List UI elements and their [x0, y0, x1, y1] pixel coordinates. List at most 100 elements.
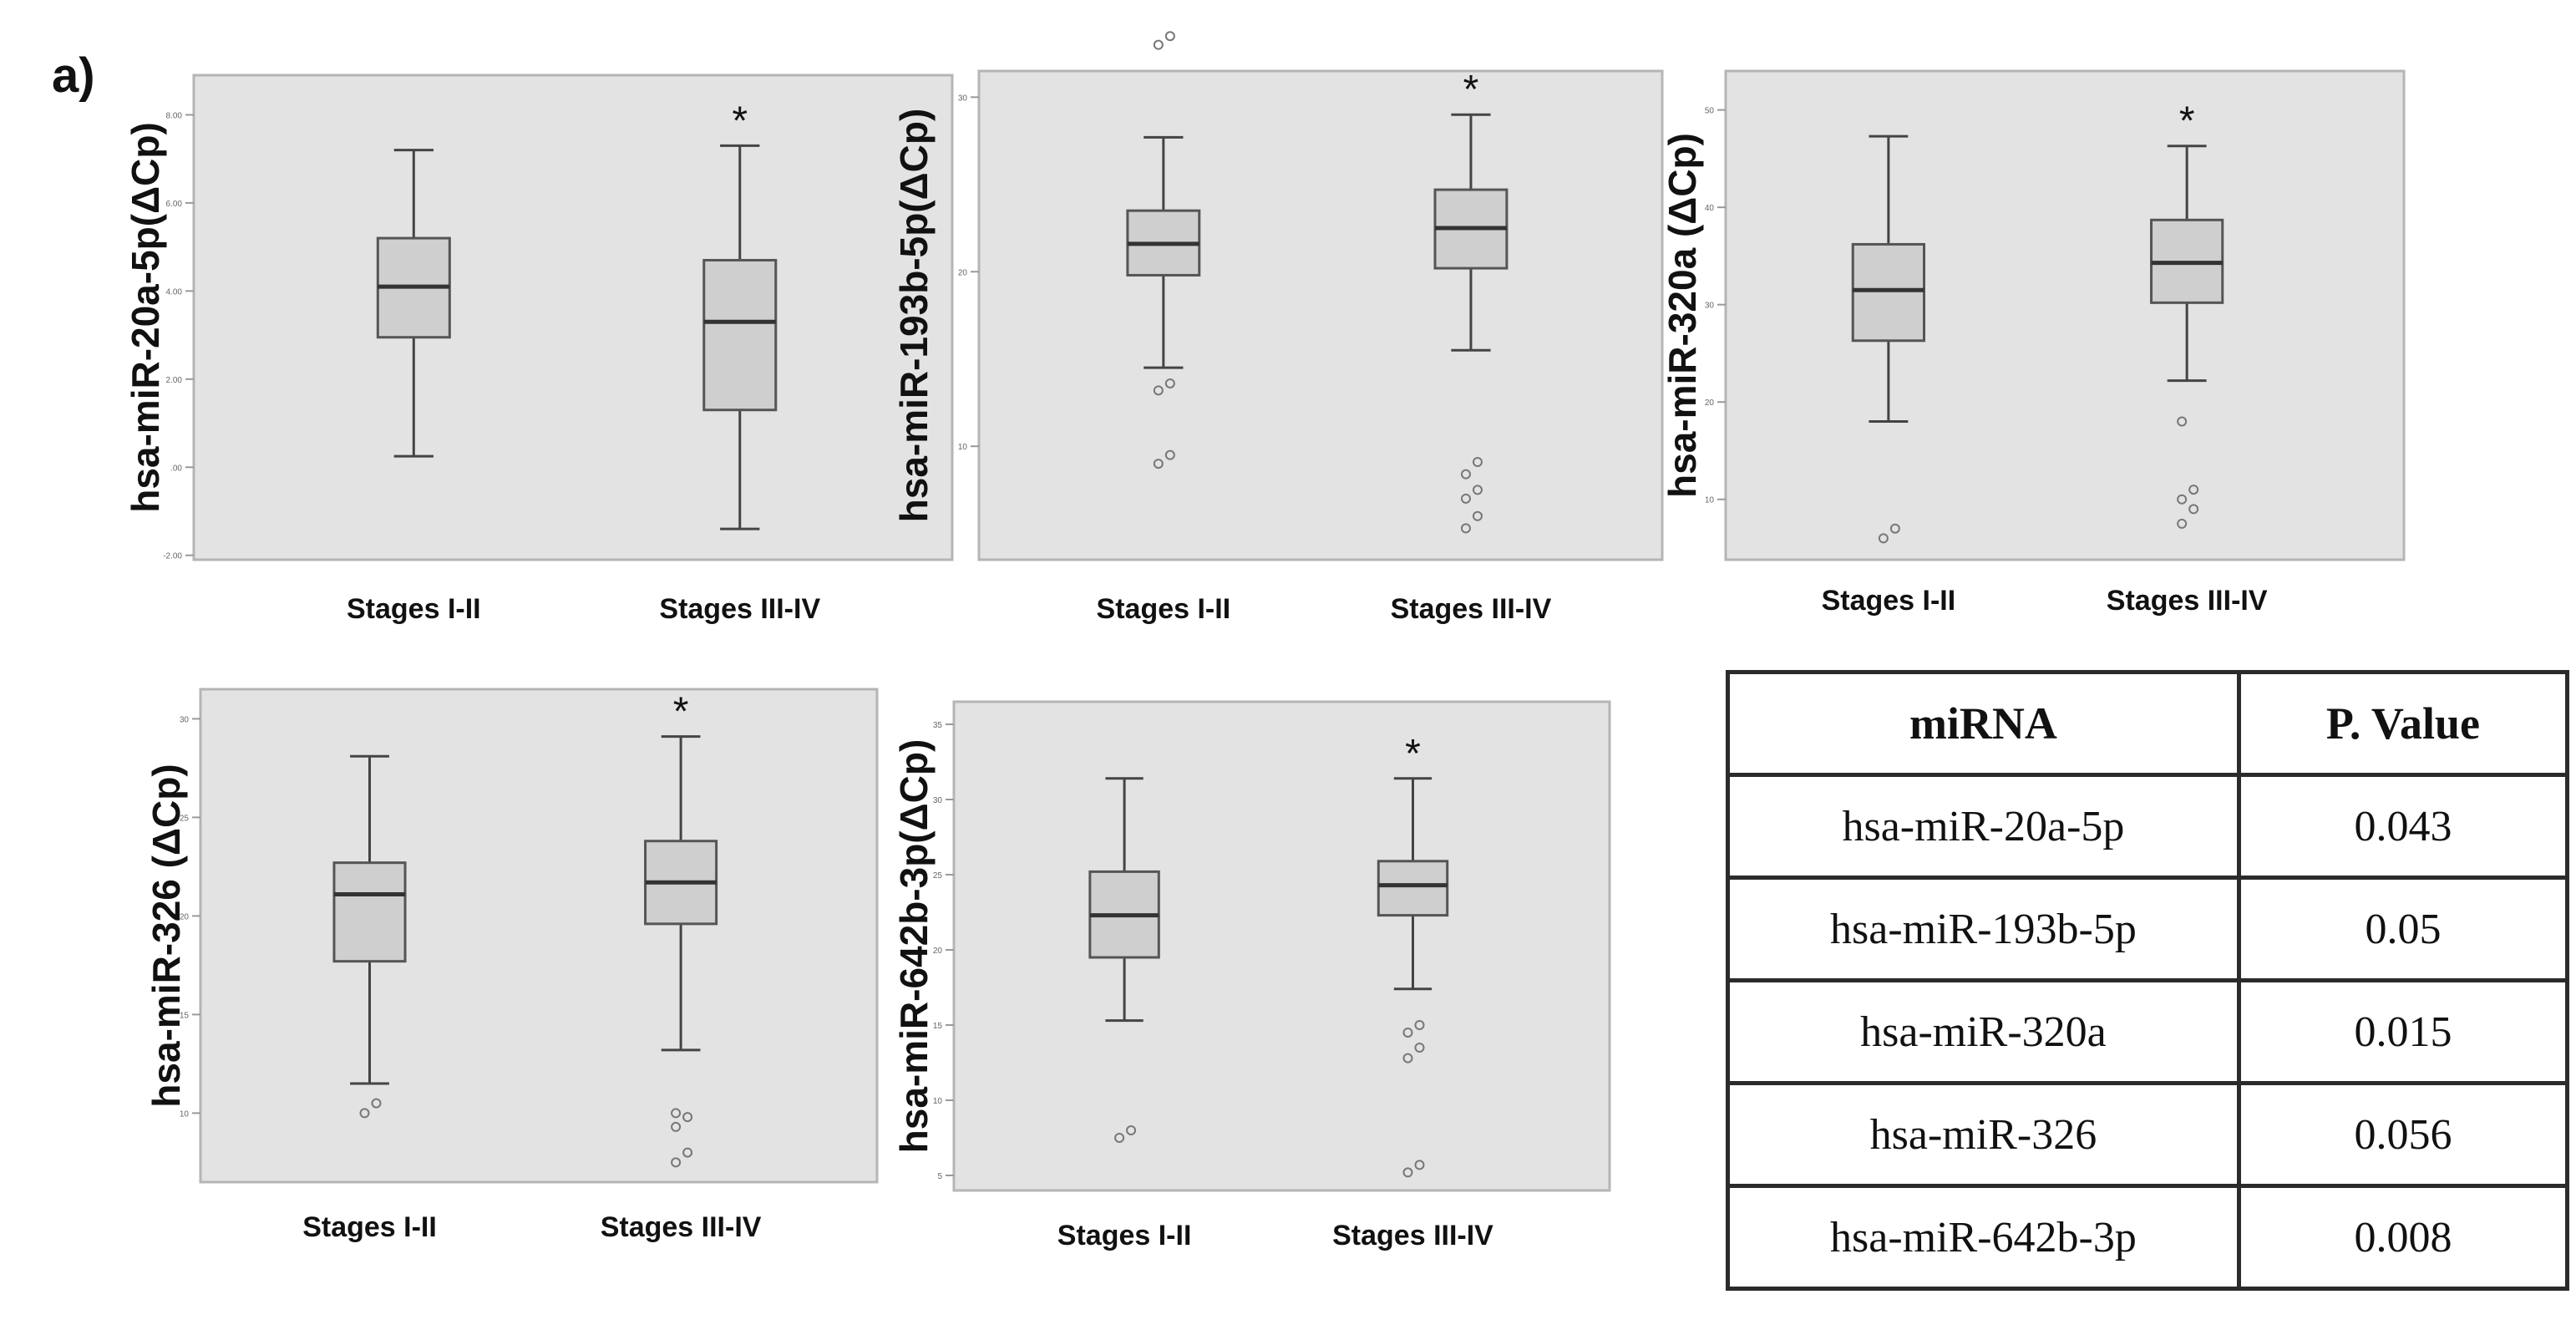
y-tick-label: -2.00: [163, 552, 182, 561]
boxplot-panel: 10 20 30 hsa-miR-193b-5p(ΔCp) Stages I-II Sta…: [892, 31, 1664, 625]
y-tick-label: 15: [933, 1022, 943, 1031]
cell-mirna: hsa-miR-193b-5p: [1726, 876, 2241, 982]
category-label: Stages III-IV: [601, 1211, 762, 1243]
category-label: Stages I-II: [347, 593, 481, 625]
y-axis-label: hsa-miR-193b-5p(ΔCp): [892, 109, 936, 523]
y-tick-label: 20: [933, 947, 943, 956]
table-row: hsa-miR-20a-5p 0.043: [1726, 773, 2570, 880]
outlier-point: [2188, 485, 2199, 495]
y-tick-label: 40: [1705, 204, 1715, 213]
y-axis-label: hsa-miR-20a-5p(ΔCp): [124, 122, 167, 513]
category-label: Stages I-II: [1822, 585, 1956, 617]
boxplot-panel: 10 15 20 25 30 hsa-miR-326 (ΔCp) Stages I-II St…: [145, 688, 879, 1243]
cell-mirna: hsa-miR-20a-5p: [1726, 773, 2241, 880]
outlier-point: [1878, 533, 1889, 544]
category-label: Stages III-IV: [2107, 585, 2268, 617]
outlier-point: [1164, 449, 1175, 460]
outlier-point: [671, 1121, 682, 1132]
outlier-point: [682, 1112, 693, 1123]
y-tick-label: 20: [1705, 398, 1715, 408]
outlier-point: [1126, 1125, 1137, 1135]
plot-background: [1724, 69, 2406, 561]
y-tick-label: 25: [933, 871, 943, 881]
outlier-point: [371, 1098, 382, 1109]
box-iqr: [1851, 242, 1926, 343]
table-row: hsa-miR-193b-5p 0.05: [1726, 876, 2570, 982]
outlier-point: [1402, 1053, 1413, 1063]
outlier-point: [1402, 1028, 1413, 1038]
y-axis-label: hsa-miR-326 (ΔCp): [145, 764, 188, 1107]
cell-mirna: hsa-miR-320a: [1726, 978, 2241, 1085]
outlier-point: [1164, 378, 1175, 388]
outlier-point: [1414, 1160, 1425, 1170]
y-tick-label: 15: [180, 1011, 190, 1020]
y-tick-label: 10: [180, 1109, 190, 1119]
outlier-point: [2177, 416, 2188, 427]
y-tick-label: 30: [180, 715, 190, 724]
y-tick-label: 10: [958, 443, 968, 452]
box-iqr: [332, 861, 407, 963]
panel-label: a): [52, 48, 95, 103]
box-iqr: [1377, 860, 1449, 917]
header-p-value: P. Value: [2236, 670, 2570, 777]
y-tick-label: 10: [1705, 496, 1715, 505]
boxplot-grid: -2.00 .00 2.00 4.00 6.00 8.00 hsa-miR-20a-5p(Δ…: [124, 31, 2406, 1251]
cell-p-value: 0.008: [2236, 1184, 2570, 1291]
y-tick-label: 4.00: [166, 287, 183, 297]
p-value-table: miRNA P. Value hsa-miR-20a-5p 0.043 hsa-…: [1726, 670, 2570, 1291]
outlier-point: [1153, 459, 1164, 470]
y-tick-label: 20: [180, 912, 190, 921]
significance-marker: *: [1463, 68, 1479, 112]
outlier-point: [1164, 31, 1175, 42]
cell-p-value: 0.05: [2236, 876, 2570, 982]
outlier-point: [1889, 523, 1900, 534]
category-label: Stages III-IV: [1391, 593, 1552, 625]
y-tick-label: 35: [933, 721, 943, 730]
outlier-point: [1414, 1020, 1425, 1030]
outlier-point: [671, 1108, 682, 1119]
y-axis-label: hsa-miR-642b-3p(ΔCp): [892, 739, 936, 1154]
table-header-row: miRNA P. Value: [1726, 670, 2570, 777]
y-tick-label: 50: [1705, 107, 1715, 116]
outlier-point: [1460, 493, 1471, 504]
outlier-point: [1460, 523, 1471, 534]
outlier-point: [671, 1157, 682, 1168]
cell-p-value: 0.015: [2236, 978, 2570, 1085]
y-axis-label: hsa-miR-320a (ΔCp): [1661, 133, 1704, 498]
category-label: Stages III-IV: [1332, 1220, 1493, 1251]
y-tick-label: 30: [958, 94, 968, 103]
outlier-point: [2188, 504, 2199, 515]
y-tick-label: 8.00: [166, 111, 183, 120]
significance-marker: *: [673, 690, 689, 734]
outlier-point: [682, 1147, 693, 1158]
outlier-point: [2177, 518, 2188, 529]
plot-background: [952, 700, 1611, 1192]
table-row: hsa-miR-320a 0.015: [1726, 978, 2570, 1085]
boxplot-panel: -2.00 .00 2.00 4.00 6.00 8.00 hsa-miR-20a-5p(Δ…: [124, 74, 954, 625]
outlier-point: [359, 1108, 370, 1119]
outlier-point: [1153, 39, 1164, 50]
y-tick-label: 30: [933, 796, 943, 805]
boxplot-panel: 10 20 30 40 50 hsa-miR-320a (ΔCp) Stages I-II S…: [1661, 69, 2406, 617]
category-label: Stages III-IV: [659, 593, 820, 625]
y-tick-label: .00: [170, 464, 182, 473]
y-tick-label: 2.00: [166, 376, 183, 385]
cell-p-value: 0.056: [2236, 1081, 2570, 1188]
y-tick-label: 30: [1705, 302, 1715, 311]
y-tick-label: 25: [180, 814, 190, 823]
cell-p-value: 0.043: [2236, 773, 2570, 880]
outlier-point: [2177, 494, 2188, 505]
table-row: hsa-miR-642b-3p 0.008: [1726, 1184, 2570, 1291]
outlier-point: [1460, 469, 1471, 480]
cell-mirna: hsa-miR-326: [1726, 1081, 2241, 1188]
plot-background: [199, 688, 879, 1184]
category-label: Stages I-II: [1057, 1220, 1192, 1251]
outlier-point: [1153, 385, 1164, 396]
box-iqr: [702, 258, 778, 412]
cell-mirna: hsa-miR-642b-3p: [1726, 1184, 2241, 1291]
plot-background: [192, 74, 954, 561]
outlier-point: [1472, 510, 1483, 521]
significance-marker: *: [1405, 732, 1421, 776]
y-tick-label: 20: [958, 268, 968, 277]
